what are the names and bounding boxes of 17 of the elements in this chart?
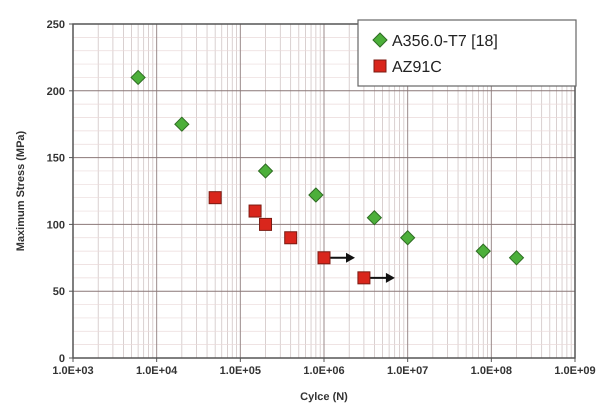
y-axis-title: Maximum Stress (MPa) bbox=[15, 130, 27, 252]
y-tick-label: 0 bbox=[58, 353, 65, 365]
y-tick-label: 250 bbox=[46, 19, 65, 31]
x-tick-label: 1.0E+07 bbox=[387, 365, 428, 377]
x-tick-label: 1.0E+09 bbox=[554, 365, 596, 377]
x-tick-label: 1.0E+03 bbox=[52, 365, 94, 377]
x-tick-label: 1.0E+08 bbox=[470, 365, 512, 377]
legend-label: AZ91C bbox=[392, 59, 442, 76]
x-tick-label: 1.0E+05 bbox=[220, 365, 261, 377]
y-tick-label: 150 bbox=[46, 152, 65, 165]
x-tick-label: 1.0E+06 bbox=[303, 365, 345, 377]
legend-label: A356.0-T7 [18] bbox=[392, 33, 498, 50]
y-tick-label: 100 bbox=[46, 219, 65, 232]
y-tick-label: 50 bbox=[52, 286, 65, 298]
x-axis-title: Cylce (N) bbox=[300, 391, 348, 403]
y-tick-label: 200 bbox=[46, 86, 65, 98]
x-tick-label: 1.0E+04 bbox=[136, 365, 178, 377]
